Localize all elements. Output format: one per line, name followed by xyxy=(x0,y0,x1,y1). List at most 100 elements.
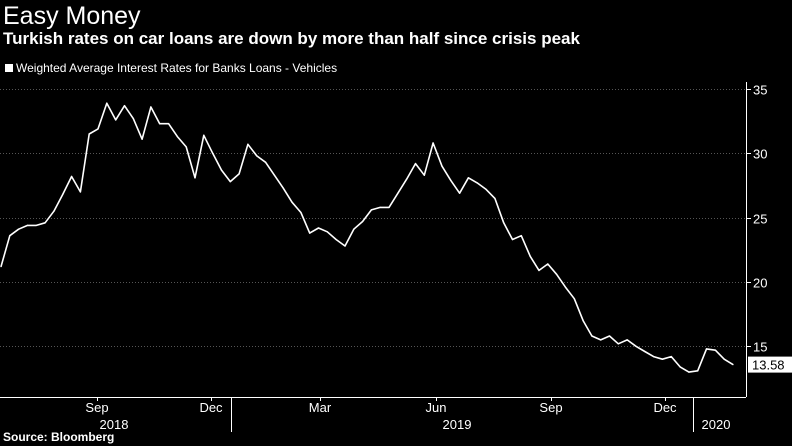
y-tick-label-30: 30 xyxy=(753,147,767,162)
data-point-76 xyxy=(670,356,672,358)
data-point-26 xyxy=(229,181,231,183)
data-point-17 xyxy=(150,106,152,108)
data-point-37 xyxy=(326,231,328,233)
data-point-29 xyxy=(256,155,258,157)
data-point-3 xyxy=(26,224,29,226)
data-point-31 xyxy=(273,174,275,176)
data-point-82 xyxy=(723,358,725,360)
data-point-30 xyxy=(265,161,267,163)
data-point-51 xyxy=(450,179,452,181)
data-point-10 xyxy=(88,133,90,135)
axes xyxy=(0,82,751,432)
x-tick-label-2: Mar xyxy=(309,400,332,415)
data-point-65 xyxy=(573,298,575,300)
last-value-label: 13.58 xyxy=(752,358,785,373)
data-point-27 xyxy=(238,173,240,175)
data-point-69 xyxy=(608,335,611,337)
source-note: Source: Bloomberg xyxy=(3,430,115,444)
data-point-64 xyxy=(564,286,567,288)
data-point-16 xyxy=(141,138,143,140)
data-point-53 xyxy=(467,177,469,179)
x-tick-label-4: Sep xyxy=(539,400,562,415)
x-tick-labels: Sep Dec Mar Jun Sep Dec 2018 2019 2020 xyxy=(85,400,730,432)
data-point-41 xyxy=(362,220,364,223)
data-point-42 xyxy=(370,209,372,211)
data-point-0 xyxy=(0,266,2,268)
data-point-18 xyxy=(159,123,161,125)
data-point-70 xyxy=(617,343,619,345)
chart-subtitle: Turkish rates on car loans are down by m… xyxy=(3,29,580,48)
legend: Weighted Average Interest Rates for Bank… xyxy=(5,61,337,75)
data-point-15 xyxy=(132,118,134,120)
data-point-4 xyxy=(35,224,37,226)
data-point-63 xyxy=(556,273,558,275)
y-tick-label-15: 15 xyxy=(753,340,767,355)
gridlines xyxy=(0,89,746,347)
year-label-2020: 2020 xyxy=(702,417,731,432)
data-point-49 xyxy=(432,142,434,144)
data-point-57 xyxy=(503,222,505,224)
data-point-74 xyxy=(653,356,655,358)
data-point-35 xyxy=(309,232,311,234)
data-point-75 xyxy=(661,358,664,360)
data-point-68 xyxy=(600,339,602,341)
data-point-13 xyxy=(115,119,117,121)
legend-label: Weighted Average Interest Rates for Bank… xyxy=(16,61,338,75)
data-point-40 xyxy=(353,228,355,230)
data-point-54 xyxy=(476,182,478,184)
data-point-36 xyxy=(317,227,320,229)
data-point-38 xyxy=(335,238,337,241)
data-point-20 xyxy=(176,136,178,138)
data-point-52 xyxy=(459,192,461,194)
year-label-2018: 2018 xyxy=(100,417,129,432)
data-point-24 xyxy=(212,152,214,154)
data-point-78 xyxy=(688,371,690,373)
data-point-34 xyxy=(300,211,302,214)
x-tick-label-1: Dec xyxy=(199,400,223,415)
legend-swatch xyxy=(5,64,13,72)
data-point-55 xyxy=(485,188,487,190)
y-tick-label-25: 25 xyxy=(753,212,767,227)
data-point-8 xyxy=(71,175,73,178)
data-point-28 xyxy=(247,143,249,145)
y-tick-label-35: 35 xyxy=(753,83,767,98)
data-point-1 xyxy=(9,235,11,237)
data-point-66 xyxy=(582,320,584,322)
y-tick-labels: 15 20 25 30 35 xyxy=(753,83,767,355)
data-point-83 xyxy=(732,364,734,366)
data-point-39 xyxy=(344,245,346,247)
data-point-62 xyxy=(547,263,549,265)
data-point-67 xyxy=(591,335,593,337)
data-point-50 xyxy=(441,165,443,167)
data-point-73 xyxy=(644,350,646,353)
data-point-77 xyxy=(679,366,681,368)
data-point-14 xyxy=(123,105,126,107)
data-point-7 xyxy=(62,193,64,196)
data-point-80 xyxy=(705,348,708,350)
data-point-60 xyxy=(529,255,531,257)
data-point-79 xyxy=(697,370,699,372)
data-point-58 xyxy=(511,238,514,241)
x-tick-label-0: Sep xyxy=(85,400,108,415)
data-point-71 xyxy=(626,339,628,341)
data-point-81 xyxy=(714,349,717,351)
data-point-22 xyxy=(194,177,196,179)
series-line xyxy=(0,102,734,373)
data-point-48 xyxy=(423,174,425,176)
data-point-44 xyxy=(388,206,390,208)
last-value-box xyxy=(748,356,792,373)
year-label-2019: 2019 xyxy=(443,417,472,432)
data-point-23 xyxy=(203,134,205,136)
data-point-12 xyxy=(106,102,108,104)
data-point-25 xyxy=(220,169,223,171)
series-layer xyxy=(0,102,734,373)
data-point-19 xyxy=(168,123,170,125)
last-value-group: 13.58 xyxy=(748,356,792,373)
data-point-5 xyxy=(44,222,46,224)
chart-title: Easy Money xyxy=(3,2,141,30)
x-tick-label-5: Dec xyxy=(653,400,677,415)
data-point-56 xyxy=(494,197,496,199)
data-point-43 xyxy=(379,206,381,208)
data-point-45 xyxy=(397,192,399,194)
y-tick-label-20: 20 xyxy=(753,276,767,291)
